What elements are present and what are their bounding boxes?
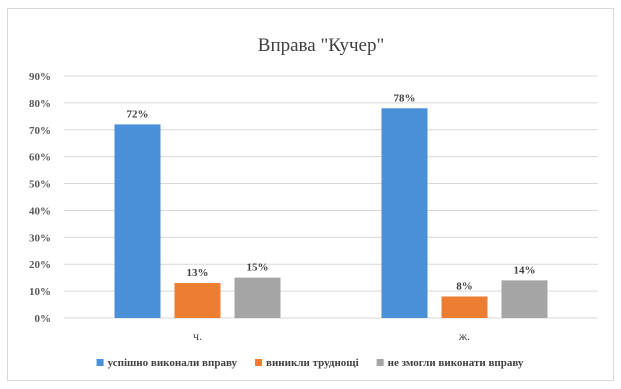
y-tick-label: 30% [29,232,51,244]
y-tick-label: 90% [29,71,51,83]
category-label: ч. [193,329,202,343]
y-tick-label: 50% [29,179,51,191]
y-tick-label: 60% [29,152,51,164]
y-tick-label: 80% [29,98,51,110]
chart-title: Вправа "Кучер" [258,35,384,56]
data-label: 72% [127,108,149,120]
data-label: 8% [456,280,473,292]
legend: успішно виконали вправу виникли труднощі н… [96,357,524,369]
bar [174,283,221,318]
y-tick-label: 0% [35,313,52,325]
category-label: ж. [458,329,470,343]
bars [114,108,548,319]
legend-swatch [255,359,263,366]
y-tick-label: 70% [29,125,51,137]
legend-label: не змогли виконати вправу [388,357,524,369]
y-tick-label: 20% [29,259,51,271]
legend-swatch [376,359,384,366]
bar [114,124,161,319]
legend-label: успішно виконали вправу [108,357,238,369]
bar [234,277,281,318]
data-label: 15% [247,262,269,274]
y-tick-label: 10% [29,286,51,298]
legend-label: виникли труднощі [266,357,359,369]
bar [381,108,428,319]
bar [441,296,488,318]
y-axis-ticks: 0% 10% 20% 30% 40% 50% 60% 70% 80% 90% [29,71,51,325]
data-labels: 72% 13% 15% 78% 8% 14% [127,92,536,292]
bar [501,280,548,318]
y-tick-label: 40% [29,205,51,217]
legend-swatch [96,359,104,366]
x-axis-categories: ч. ж. [193,329,470,343]
data-label: 78% [394,92,416,104]
data-label: 13% [187,267,209,279]
data-label: 14% [514,264,536,276]
chart-frame [7,8,614,381]
